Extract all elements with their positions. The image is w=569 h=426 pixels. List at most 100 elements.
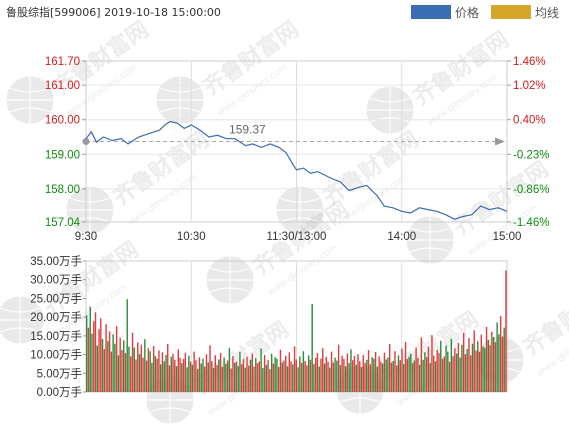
volume-bar <box>267 360 269 392</box>
volume-bar <box>239 351 241 392</box>
legend-avg: 均线 <box>491 4 559 20</box>
volume-bar <box>498 334 500 392</box>
volume-y-tick-label: 15.00万手 <box>30 329 82 343</box>
volume-bar <box>501 336 504 392</box>
volume-bar <box>353 356 356 392</box>
legend-price-label: 价格 <box>455 5 480 20</box>
volume-bar <box>462 332 465 392</box>
volume-bar <box>307 355 310 392</box>
volume-bar <box>485 326 488 392</box>
volume-bar <box>299 356 301 392</box>
volume-bar <box>348 363 350 392</box>
volume-bar <box>413 360 416 392</box>
volume-bar <box>256 363 259 392</box>
volume-bar <box>300 362 303 392</box>
volume-bar <box>216 365 218 392</box>
volume-bar <box>494 342 497 392</box>
volume-bar <box>253 366 255 392</box>
volume-bar <box>86 315 88 392</box>
volume-bar <box>420 337 423 392</box>
volume-bar <box>337 344 340 392</box>
volume-bar <box>327 361 329 392</box>
volume-bar <box>315 357 317 392</box>
volume-bar <box>341 355 343 392</box>
prev-close-dot <box>82 138 90 145</box>
volume-bar <box>399 360 401 392</box>
volume-bar <box>205 354 208 392</box>
volume-bar <box>211 360 213 392</box>
volume-bar <box>286 366 289 392</box>
volume-bar <box>478 351 481 392</box>
volume-bar <box>154 356 157 392</box>
volume-bar <box>218 359 220 392</box>
volume-bar <box>91 333 93 392</box>
volume-bar <box>339 365 342 392</box>
volume-bar <box>189 361 192 392</box>
volume-bar <box>424 352 426 392</box>
price-y-tick-label: 161.00 <box>45 80 80 92</box>
volume-bar <box>223 357 225 392</box>
volume-bar <box>163 361 165 392</box>
volume-bar <box>297 367 299 392</box>
volume-bar <box>378 356 380 392</box>
volume-bar <box>94 312 97 392</box>
price-panel: 161.70 1.46% 161.00 1.02% 160.00 0.40% 159.00 -… <box>45 56 550 243</box>
volume-bar <box>489 345 491 392</box>
volume-bar <box>242 359 245 392</box>
volume-bar <box>311 304 313 392</box>
volume-bar <box>98 329 100 392</box>
price-y-right-tick-label: -1.46% <box>513 217 549 229</box>
volume-bar <box>304 360 306 392</box>
volume-bar <box>233 362 236 392</box>
volume-y-tick-label: 10.00万手 <box>30 348 82 362</box>
volume-bar <box>279 349 282 392</box>
volume-bar <box>124 353 127 392</box>
volume-bar <box>320 358 322 392</box>
volume-bar <box>149 351 151 392</box>
volume-bar <box>288 352 290 392</box>
volume-bar <box>471 343 474 392</box>
volume-bar <box>156 358 158 392</box>
volume-bar <box>336 360 338 392</box>
volume-bar <box>374 351 377 392</box>
volume-bar <box>440 340 442 392</box>
volume-bar <box>418 364 421 392</box>
volume-bar <box>383 352 386 392</box>
legend-price-swatch <box>411 5 451 19</box>
volume-bar <box>344 366 347 392</box>
volume-bar <box>285 355 287 392</box>
volume-bar <box>107 341 109 392</box>
volume-bar <box>145 360 148 392</box>
volume-bar <box>322 348 324 392</box>
volume-bar <box>251 353 253 392</box>
watermark-globe-icon <box>0 296 44 344</box>
volume-bar <box>230 368 232 392</box>
volume-bar <box>235 361 238 392</box>
volume-bar <box>161 352 164 392</box>
price-line <box>85 120 508 220</box>
volume-bar <box>325 356 327 392</box>
volume-bar <box>182 359 185 392</box>
volume-bar <box>265 364 268 392</box>
volume-bar <box>225 363 227 392</box>
volume-bar <box>112 334 114 392</box>
volume-bar <box>214 355 216 392</box>
volume-bar <box>431 335 433 392</box>
volume-bar <box>89 306 91 392</box>
volume-bar <box>491 331 493 392</box>
volume-bar <box>332 362 335 392</box>
volume-bar <box>318 366 320 392</box>
volume-bar <box>237 366 239 392</box>
volume-bar <box>306 365 308 392</box>
volume-bar <box>396 365 398 392</box>
volume-bar <box>445 345 447 392</box>
volume-bar <box>258 361 261 392</box>
volume-bar <box>269 369 271 392</box>
volume-bar <box>159 364 162 392</box>
price-y-tick-label: 158.00 <box>45 184 80 196</box>
volume-bar <box>457 342 460 392</box>
price-y-right-tick-label: 1.02% <box>513 80 546 92</box>
